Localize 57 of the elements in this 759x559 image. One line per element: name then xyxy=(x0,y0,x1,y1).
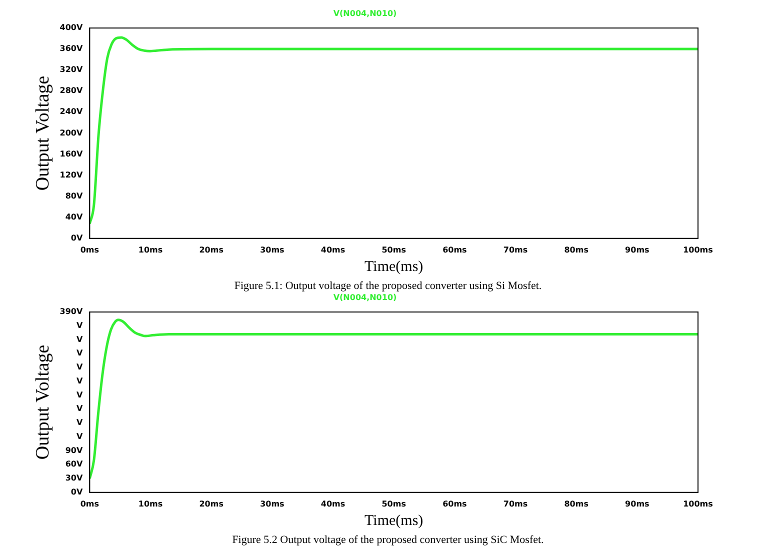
y-tick-label: 240V xyxy=(60,107,84,116)
x-tick-label: 0ms xyxy=(80,499,100,508)
y-tick-label: 40V xyxy=(65,212,84,222)
y-tick-label: 0V xyxy=(70,233,84,242)
y-tick-label: 0V xyxy=(70,487,84,496)
y-axis-title: Output Voltage xyxy=(32,76,54,191)
y-tick-label: 30V xyxy=(65,474,84,483)
y-tick-label: V xyxy=(76,348,84,358)
y-tick-label: V xyxy=(76,404,84,414)
x-tick-label: 50ms xyxy=(382,499,406,508)
caption: Figure 5.2 Output voltage of the proposed converter using SiC Mosfet. xyxy=(231,534,545,546)
y-tick-label: V xyxy=(76,320,84,330)
text: V(N004,N010) xyxy=(333,293,397,302)
y-tick-label: 120V xyxy=(60,170,84,180)
x-tick-label: 0ms xyxy=(80,245,100,254)
x-tick-label: 90ms xyxy=(625,499,650,508)
x-tick-label: 20ms xyxy=(199,499,224,508)
y-tick-label: V xyxy=(76,390,84,400)
x-tick-label: 40ms xyxy=(320,499,346,508)
x-tick-label: 10ms xyxy=(138,499,163,508)
y-tick-label: 200V xyxy=(60,128,84,138)
y-tick-label: 390V xyxy=(60,307,84,316)
x-tick-label: 30ms xyxy=(260,245,285,254)
line-series xyxy=(90,36,698,225)
y-axis-title: Output Voltage xyxy=(32,344,54,460)
x-tick-label: 90ms xyxy=(625,245,650,254)
y-tick-label: 80V xyxy=(65,191,84,200)
x-tick-label: 70ms xyxy=(503,245,528,254)
y-tick-label: 360V xyxy=(60,44,84,54)
x-tick-label: 40ms xyxy=(320,245,346,254)
x-tick-label: 20ms xyxy=(199,245,224,254)
y-tick-label: 90V xyxy=(65,446,84,455)
y-tick-label: 320V xyxy=(60,65,84,74)
y-tick-label: V xyxy=(76,376,84,386)
x-tick-label: 60ms xyxy=(442,499,468,508)
x-tick-label: 60ms xyxy=(442,245,468,254)
x-tick-label: 100ms xyxy=(683,245,714,254)
y-tick-label: 280V xyxy=(60,86,84,96)
y-tick-label: V xyxy=(76,432,84,441)
y-tick-label: 160V xyxy=(60,149,84,158)
x-axis-title: Time(ms) xyxy=(364,258,424,275)
caption: Figure 5.1: Output voltage of the proposed converter using Si Mosfet. xyxy=(233,280,543,292)
y-tick-label: 60V xyxy=(65,460,84,469)
text: V(N004,N010) xyxy=(333,9,397,18)
line-series xyxy=(90,318,698,480)
y-tick-label: 400V xyxy=(60,23,84,32)
x-tick-label: 30ms xyxy=(260,499,285,508)
x-axis-title: Time(ms) xyxy=(364,512,424,529)
y-tick-label: V xyxy=(76,418,84,428)
y-tick-label: V xyxy=(76,334,84,344)
x-tick-label: 10ms xyxy=(138,245,163,254)
x-tick-label: 80ms xyxy=(564,245,589,254)
x-tick-label: 70ms xyxy=(503,499,528,508)
x-tick-label: 100ms xyxy=(683,499,714,508)
x-tick-label: 50ms xyxy=(382,245,406,254)
x-tick-label: 80ms xyxy=(564,499,589,508)
y-tick-label: V xyxy=(76,362,84,372)
